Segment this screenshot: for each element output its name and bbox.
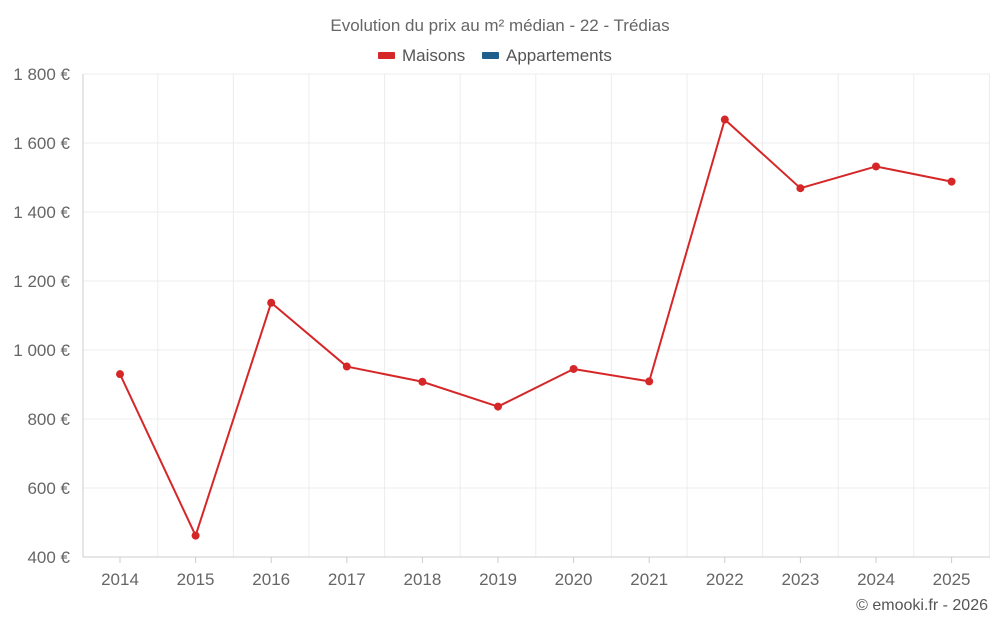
data-point[interactable] (796, 184, 805, 193)
y-tick-label: 1 800 € (13, 65, 70, 84)
y-tick-label: 1 000 € (13, 341, 70, 360)
series-line-maisons (119, 118, 952, 537)
y-tick-label: 400 € (27, 548, 70, 567)
data-point[interactable] (872, 162, 880, 171)
axes: 400 € 600 € 800 € 1 000 € 1 200 € 1 400 € 1 60… (13, 65, 990, 589)
x-tick-label: 2021 (630, 570, 668, 589)
data-point[interactable] (494, 402, 502, 411)
data-point[interactable] (116, 370, 124, 379)
data-point[interactable] (342, 362, 351, 371)
x-tick-label: 2022 (706, 570, 744, 589)
x-tick-label: 2018 (403, 570, 441, 589)
x-tick-label: 2016 (252, 570, 290, 589)
data-point[interactable] (569, 364, 578, 373)
y-tick-label: 1 200 € (13, 272, 70, 291)
y-tick-label: 1 400 € (13, 203, 70, 222)
legend-swatch-maisons (378, 52, 395, 59)
y-tick-label: 800 € (27, 410, 70, 429)
x-tick-label: 2024 (857, 570, 895, 589)
legend-swatch-appartements (482, 52, 499, 59)
y-tick-label: 1 600 € (13, 134, 70, 153)
legend-label-maisons: Maisons (402, 46, 465, 65)
data-point[interactable] (720, 115, 729, 124)
x-tick-label: 2019 (479, 570, 517, 589)
x-tick-label: 2020 (555, 570, 593, 589)
series (116, 115, 956, 540)
credit-text: © emooki.fr - 2026 (856, 597, 988, 614)
y-tick-label: 600 € (27, 479, 70, 498)
x-tick-label: 2025 (933, 570, 971, 589)
legend-label-appartements: Appartements (506, 46, 612, 65)
x-tick-label: 2015 (177, 570, 215, 589)
x-tick-label: 2017 (328, 570, 366, 589)
x-tick-label: 2014 (101, 570, 139, 589)
data-point[interactable] (645, 377, 654, 386)
grid (82, 73, 990, 558)
data-point[interactable] (947, 177, 956, 186)
data-point[interactable] (418, 377, 427, 386)
data-point[interactable] (191, 531, 200, 540)
legend: Maisons Appartements (378, 46, 612, 65)
x-tick-label: 2023 (781, 570, 819, 589)
chart-title: Evolution du prix au m² médian - 22 - Tr… (330, 16, 669, 35)
data-point[interactable] (267, 298, 276, 307)
